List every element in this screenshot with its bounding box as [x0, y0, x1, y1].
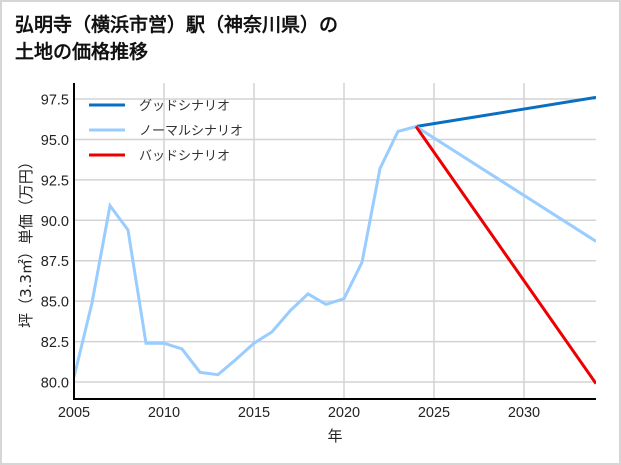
series-line — [74, 124, 596, 378]
x-axis-label: 年 — [327, 427, 342, 445]
x-tick-label: 2025 — [418, 405, 450, 421]
y-tick-label: 82.5 — [41, 335, 69, 351]
y-tick-labels: 80.0 82.5 85.0 87.5 90.0 92.5 95.0 97.5 — [41, 93, 69, 392]
x-tick-label: 2030 — [508, 405, 540, 421]
chart-title-line-1: 弘明寺（横浜市営）駅（神奈川県）の — [15, 14, 339, 36]
x-tick-label: 2015 — [238, 405, 270, 421]
y-tick-label: 95.0 — [41, 133, 69, 149]
x-tick-label: 2010 — [148, 405, 180, 421]
y-tick-label: 80.0 — [41, 376, 69, 392]
y-axis-label: 坪（3.3㎡）単価（万円） — [17, 154, 35, 328]
chart-title: 弘明寺（横浜市営）駅（神奈川県）の 土地の価格推移 — [15, 12, 338, 66]
series-line — [415, 95, 596, 128]
legend-label: バッドシナリオ — [139, 149, 230, 164]
y-tick-label: 85.0 — [41, 295, 69, 311]
y-tick-label: 92.5 — [41, 173, 69, 189]
axes — [73, 83, 596, 400]
data-series — [74, 95, 596, 385]
series-line — [414, 125, 596, 385]
x-tick-labels: 2005 2010 2015 2020 2025 2030 — [58, 405, 540, 421]
y-tick-label: 97.5 — [41, 93, 69, 109]
legend-label: ノーマルシナリオ — [139, 124, 243, 139]
legend-label: グッドシナリオ — [139, 99, 230, 114]
y-tick-label: 90.0 — [41, 214, 69, 230]
x-tick-label: 2020 — [328, 405, 360, 421]
y-tick-label: 87.5 — [41, 254, 69, 270]
chart-title-line-2: 土地の価格推移 — [15, 41, 149, 63]
x-tick-label: 2005 — [58, 405, 90, 421]
